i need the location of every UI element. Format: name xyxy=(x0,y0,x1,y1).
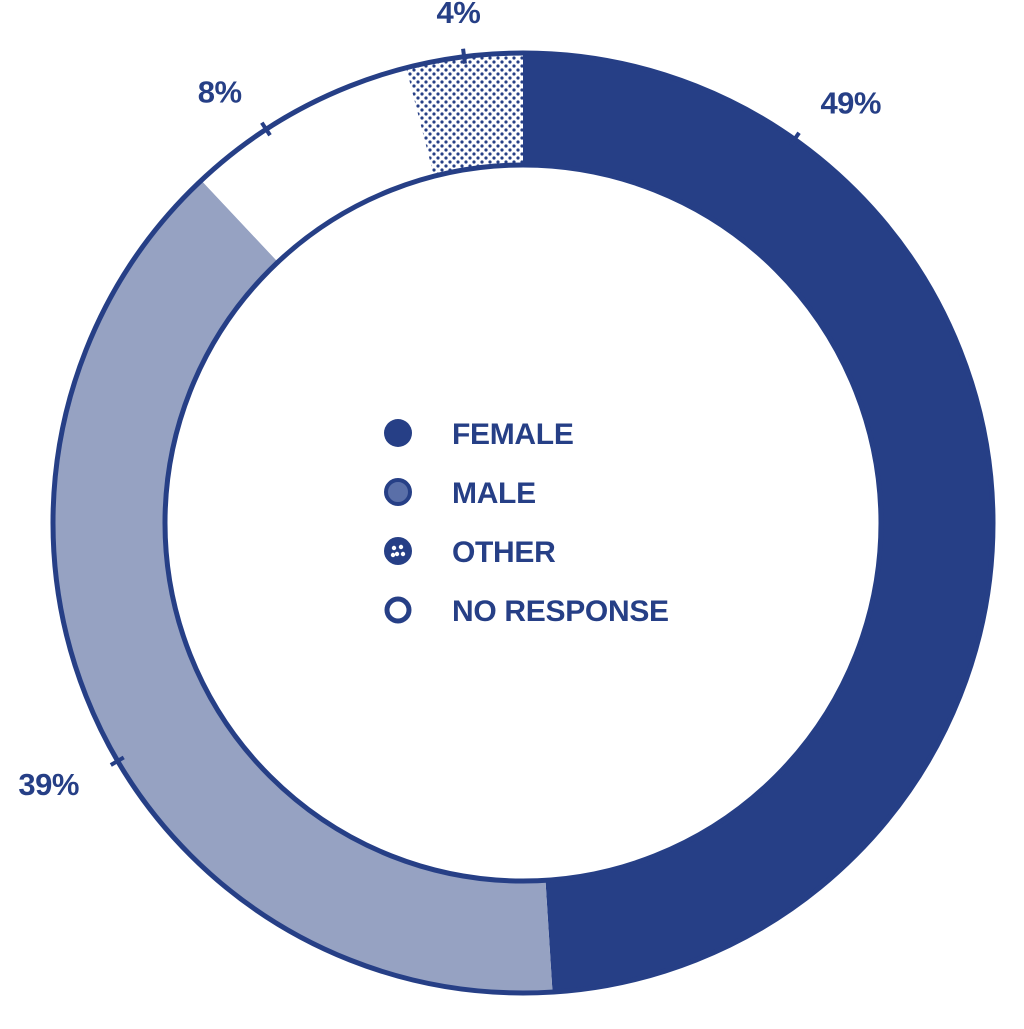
legend-label-male: MALE xyxy=(452,477,536,510)
slice-female xyxy=(523,53,993,993)
legend-swatch-female xyxy=(384,419,412,447)
slice-no-response xyxy=(201,67,434,263)
legend-item-female: FEMALE xyxy=(384,418,574,451)
tick-other xyxy=(461,48,467,64)
value-labels: 49% 39% 8% 4% xyxy=(18,0,881,802)
legend-swatch-no-response xyxy=(384,596,412,624)
donut-slices xyxy=(53,53,993,993)
value-label-female: 49% xyxy=(820,86,881,121)
legend-swatch-male xyxy=(384,478,412,506)
legend-item-male: MALE xyxy=(384,477,536,510)
legend-label-other: OTHER xyxy=(452,536,556,569)
legend-item-other: OTHER xyxy=(384,536,556,569)
legend-swatch-dot xyxy=(400,551,406,557)
legend-swatch-other xyxy=(384,537,412,565)
value-label-male: 39% xyxy=(18,767,79,802)
slice-other xyxy=(406,53,523,177)
legend-swatch-dot xyxy=(394,551,400,557)
value-label-ticks xyxy=(109,48,801,767)
tick-female xyxy=(788,131,801,147)
donut-outlines xyxy=(50,50,996,996)
legend-label-no-response: NO RESPONSE xyxy=(452,595,669,628)
legend: FEMALE MALE OTHER NO RESPONSE xyxy=(384,418,669,628)
tick-male xyxy=(109,755,125,767)
legend-item-no-response: NO RESPONSE xyxy=(384,595,669,628)
inner-ring xyxy=(162,162,884,884)
legend-swatch-dot xyxy=(390,552,396,558)
value-label-no-response: 8% xyxy=(198,75,242,110)
slice-male xyxy=(53,180,553,993)
tick-no-response xyxy=(260,121,272,137)
legend-label-female: FEMALE xyxy=(452,418,574,451)
value-label-other: 4% xyxy=(437,0,481,30)
outer-ring xyxy=(50,50,996,996)
legend-swatch-dot xyxy=(398,544,404,550)
legend-swatch-dot xyxy=(391,545,397,551)
